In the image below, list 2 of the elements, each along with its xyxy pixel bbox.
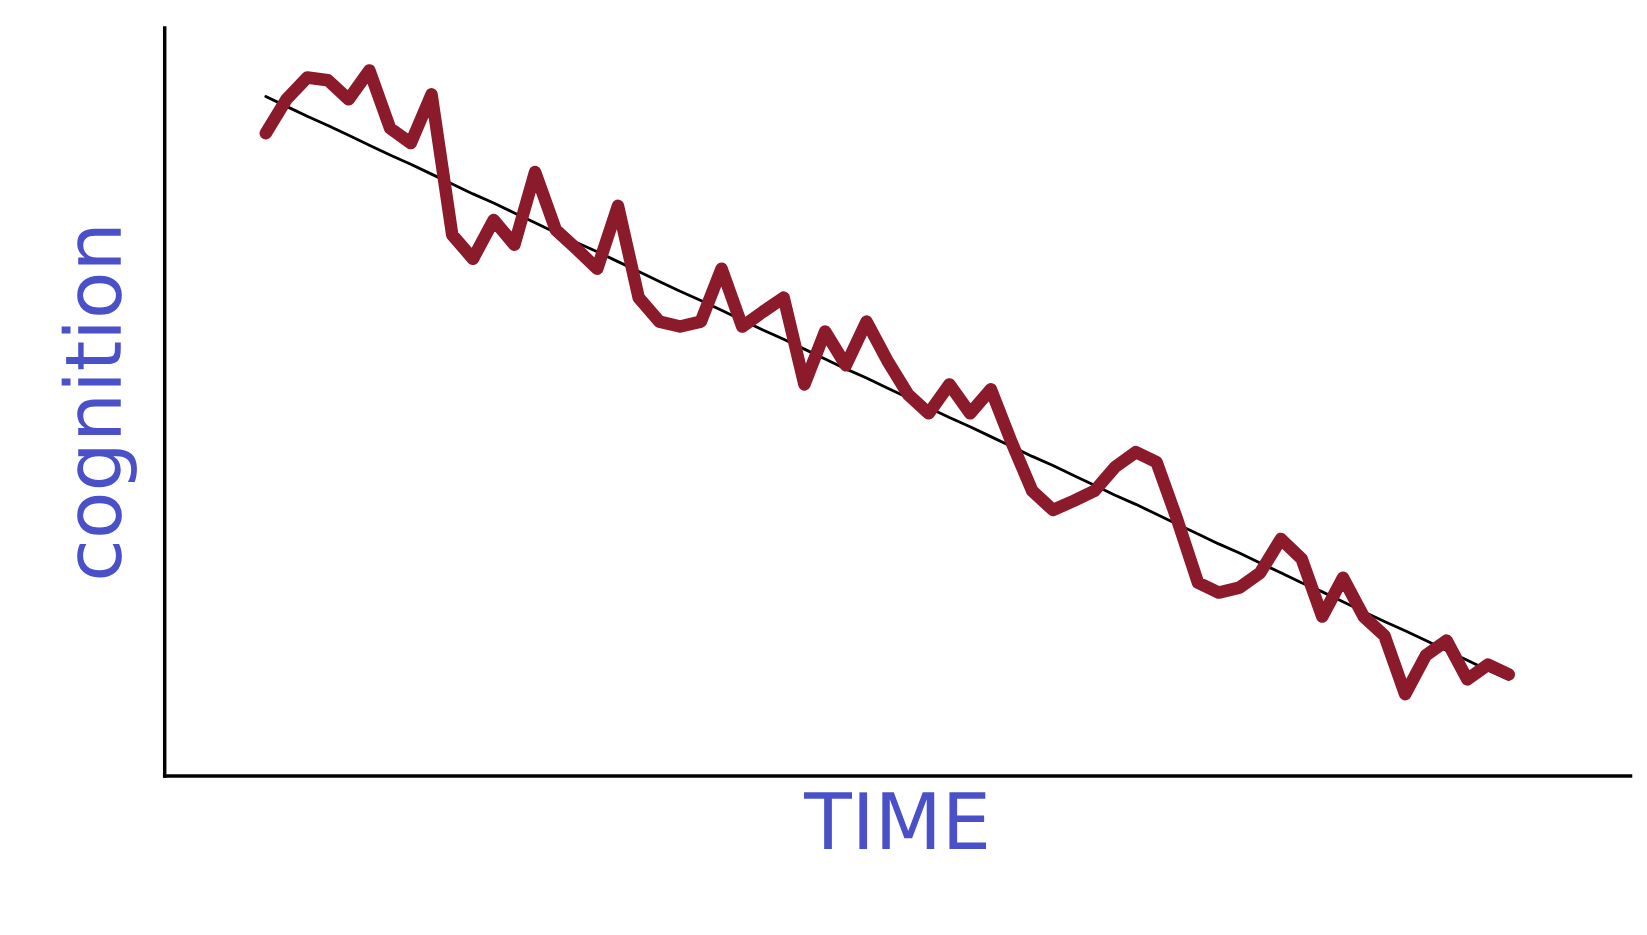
y-axis-title: cognition bbox=[61, 228, 137, 578]
x-axis-title: TIME bbox=[804, 792, 986, 850]
